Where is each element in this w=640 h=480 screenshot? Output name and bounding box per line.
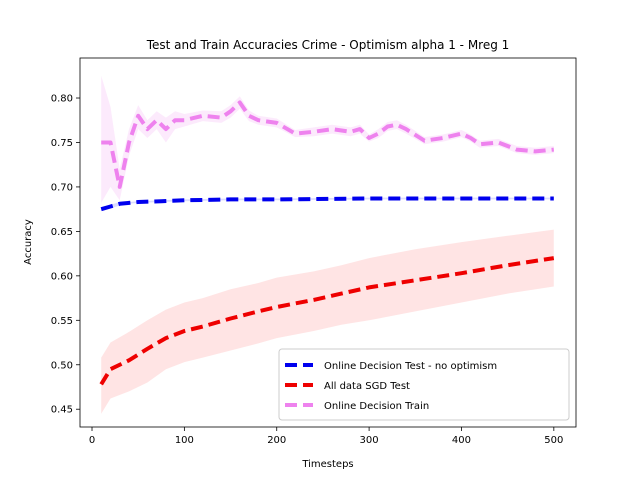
- y-tick-label: 0.75: [51, 138, 73, 149]
- y-tick-label: 0.70: [51, 182, 73, 193]
- y-tick-label: 0.50: [51, 360, 73, 371]
- line-online-decision-train: [101, 100, 554, 189]
- y-tick-label: 0.65: [51, 227, 73, 238]
- x-tick-label: 100: [175, 435, 194, 446]
- legend-label: Online Decision Train: [324, 401, 429, 412]
- x-tick-label: 200: [267, 435, 286, 446]
- chart-title: Test and Train Accuracies Crime - Optimi…: [146, 38, 510, 52]
- x-tick-label: 0: [89, 435, 95, 446]
- line-online-decision-test-no-optimism: [100, 196, 554, 212]
- x-axis-label: Timesteps: [301, 459, 353, 470]
- x-tick-label: 500: [544, 435, 563, 446]
- legend-label: Online Decision Test - no optimism: [324, 361, 497, 372]
- y-tick-label: 0.60: [51, 271, 73, 282]
- x-tick-label: 400: [452, 435, 471, 446]
- x-axis-ticks: 0 100 200 300 400 500: [89, 427, 563, 446]
- legend: Online Decision Test - no optimism All da…: [278, 348, 570, 421]
- y-axis-ticks: 0.45 0.50 0.55 0.60 0.65 0.70 0.75 0.80: [51, 94, 80, 416]
- y-tick-label: 0.45: [51, 405, 73, 416]
- series-lines: [99, 100, 555, 386]
- y-tick-label: 0.80: [51, 94, 73, 105]
- x-tick-label: 300: [360, 435, 379, 446]
- legend-box: [278, 348, 570, 421]
- band-online-decision-test-no-optimism: [101, 197, 554, 211]
- line-all-data-sgd-test: [99, 256, 555, 386]
- plot-frame: [79, 57, 577, 428]
- y-axis-label: Accuracy: [23, 219, 34, 265]
- y-tick-label: 0.55: [51, 316, 73, 327]
- legend-label: All data SGD Test: [324, 381, 410, 392]
